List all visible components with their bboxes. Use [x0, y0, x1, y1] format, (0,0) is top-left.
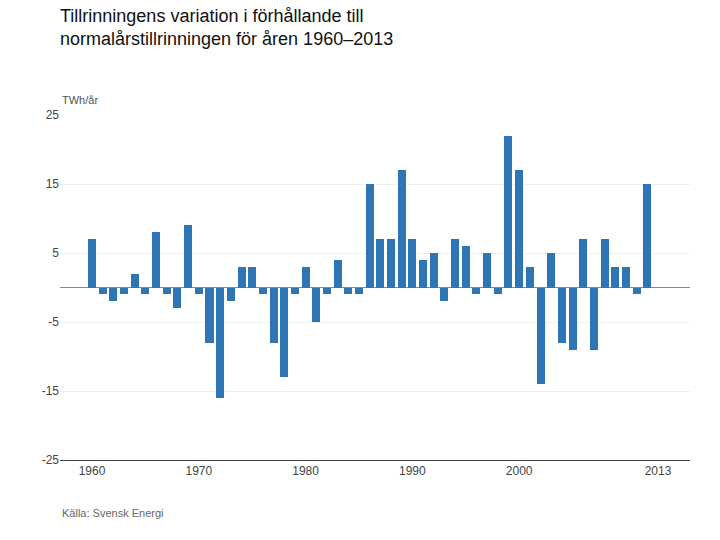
svg-text:-15: -15 [42, 384, 60, 398]
svg-text:1970: 1970 [185, 464, 212, 478]
svg-text:-25: -25 [42, 453, 60, 467]
svg-text:TWh/år: TWh/år [62, 94, 98, 106]
svg-text:1990: 1990 [399, 464, 426, 478]
svg-text:5: 5 [52, 246, 59, 260]
svg-text:2000: 2000 [506, 464, 533, 478]
svg-text:1960: 1960 [79, 464, 106, 478]
svg-text:Tillrinningens variation i för: Tillrinningens variation i förhållande t… [60, 6, 393, 49]
svg-text:Källa: Svensk Energi: Källa: Svensk Energi [62, 507, 164, 519]
svg-text:1980: 1980 [292, 464, 319, 478]
svg-text:15: 15 [46, 177, 60, 191]
svg-text:2013: 2013 [645, 464, 672, 478]
svg-text:25: 25 [46, 108, 60, 122]
svg-text:-5: -5 [48, 315, 59, 329]
